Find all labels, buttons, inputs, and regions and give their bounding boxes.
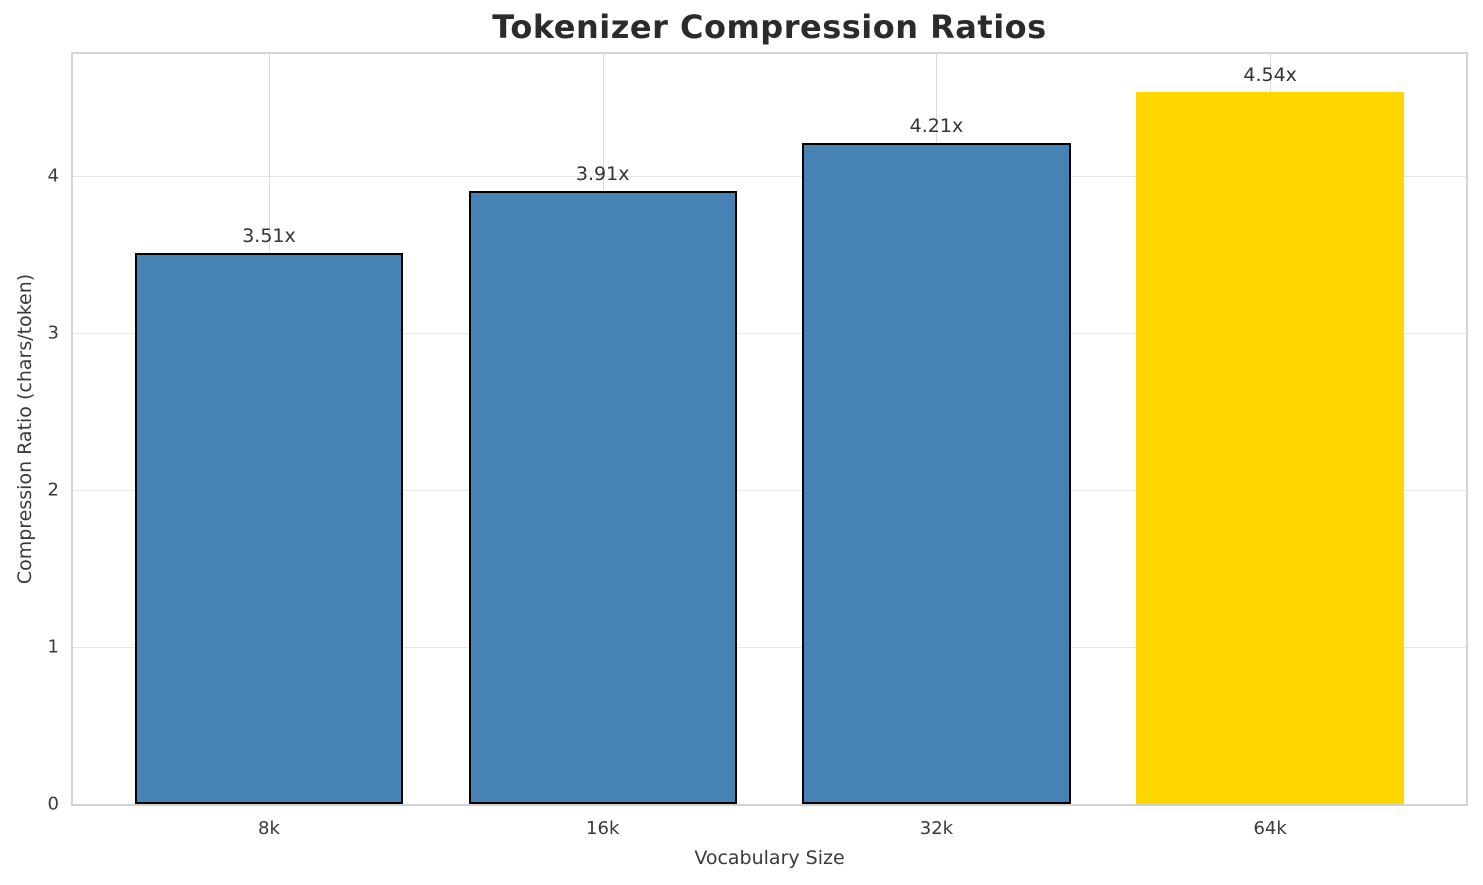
y-tick-label-1: 1 — [47, 636, 59, 658]
y-tick-label-0: 0 — [47, 793, 59, 815]
bar-value-label-8k: 3.51x — [242, 225, 296, 248]
plot-area: 3.51x 3.91x 4.21x 4.54x — [71, 52, 1468, 806]
h-gridline-1 — [73, 647, 1466, 649]
x-tick-label-8k: 8k — [258, 818, 280, 839]
chart-title: Tokenizer Compression Ratios — [492, 8, 1047, 46]
y-tick-label-4: 4 — [47, 165, 59, 187]
bar-16k — [468, 190, 737, 804]
bar-value-label-32k: 4.21x — [909, 115, 964, 138]
bar-8k — [134, 253, 404, 804]
h-gridline-4 — [73, 176, 1466, 178]
h-gridline-2 — [73, 490, 1466, 492]
x-axis-label: Vocabulary Size — [694, 847, 845, 869]
h-gridline-3 — [73, 333, 1466, 335]
bar-value-label-16k: 3.91x — [575, 162, 630, 185]
bar-32k — [802, 143, 1071, 804]
x-tick-label-32k: 32k — [919, 818, 954, 839]
y-tick-label-2: 2 — [47, 479, 59, 501]
y-tick-label-3: 3 — [47, 322, 59, 344]
x-tick-label-16k: 16k — [586, 818, 620, 839]
y-axis-label: Compression Ratio (chars/token) — [14, 273, 36, 585]
bar-64k — [1135, 91, 1405, 804]
bar-value-label-64k: 4.54x — [1243, 63, 1297, 86]
x-tick-label-64k: 64k — [1253, 818, 1287, 839]
